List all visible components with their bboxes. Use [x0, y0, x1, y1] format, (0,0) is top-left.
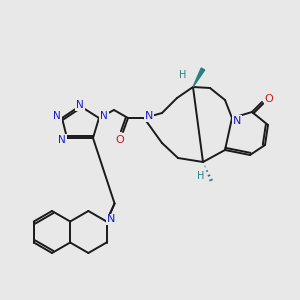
Text: N: N: [53, 111, 61, 121]
Text: N: N: [100, 111, 108, 121]
Text: O: O: [116, 135, 124, 145]
Text: N: N: [107, 214, 116, 224]
Text: H: H: [179, 70, 187, 80]
Polygon shape: [193, 68, 205, 87]
Text: H: H: [197, 171, 205, 181]
Text: N: N: [58, 135, 66, 145]
Text: N: N: [233, 116, 241, 126]
Text: N: N: [76, 100, 84, 110]
Text: O: O: [265, 94, 273, 104]
Text: N: N: [145, 111, 153, 121]
